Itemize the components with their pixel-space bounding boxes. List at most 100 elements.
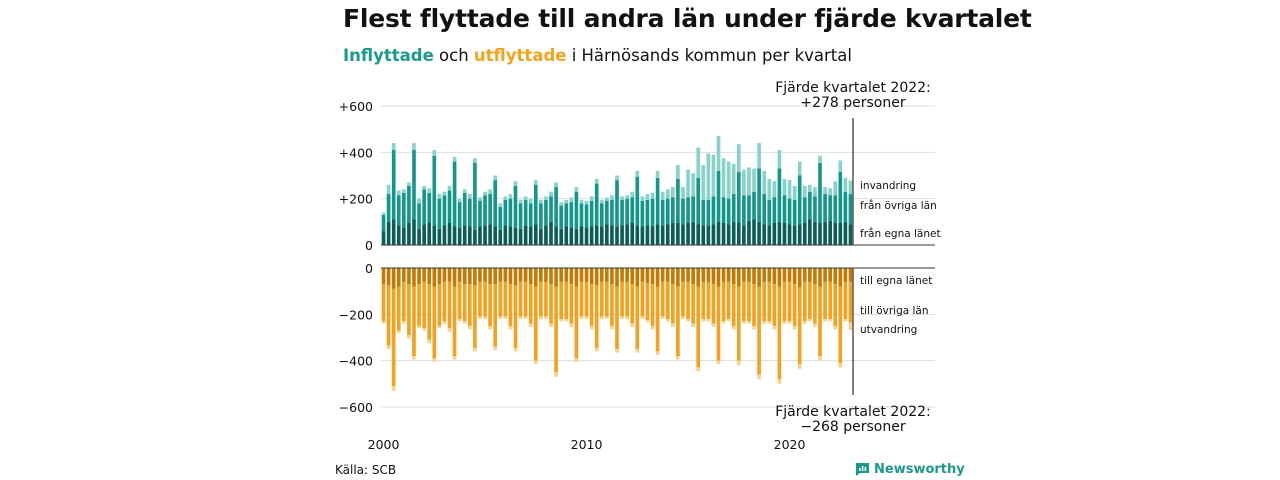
x-tick-label: 2000: [368, 437, 400, 452]
bar-invandring: [523, 196, 528, 200]
bar-fran-egna-lanet: [452, 226, 457, 245]
bar-fran-egna-lanet: [564, 226, 569, 245]
bar-till-egna-lanet: [422, 268, 426, 282]
bar-invandring: [584, 200, 589, 205]
bar-fran-ovriga-lan: [386, 194, 391, 222]
bar-invandring: [691, 173, 695, 197]
bar-fran-ovriga-lan: [630, 197, 635, 223]
bar-utvandring: [386, 345, 391, 350]
bar-till-egna-lanet: [528, 268, 533, 285]
bar-invandring: [838, 160, 843, 173]
bar-till-egna-lanet: [706, 268, 711, 282]
bar-utvandring: [579, 316, 584, 319]
bar-utvandring: [838, 362, 843, 368]
bar-till-egna-lanet: [579, 268, 584, 282]
bar-fran-egna-lanet: [767, 225, 772, 245]
bar-till-ovriga-lan: [681, 281, 685, 317]
bar-fran-ovriga-lan: [833, 195, 838, 223]
bar-invandring: [681, 187, 685, 199]
bar-utvandring: [671, 323, 675, 328]
bar-till-egna-lanet: [802, 268, 807, 282]
source-note: Källa: SCB: [335, 463, 397, 477]
bar-till-ovriga-lan: [498, 281, 503, 317]
bar-utvandring: [412, 356, 416, 360]
bar-fran-ovriga-lan: [544, 199, 548, 226]
bar-utvandring: [574, 358, 579, 362]
bar-invandring: [539, 199, 543, 204]
callout-lower-line2: −268 personer: [800, 419, 906, 435]
bar-fran-egna-lanet: [539, 228, 543, 245]
bar-invandring: [508, 194, 513, 199]
bar-till-ovriga-lan: [691, 284, 695, 324]
bar-till-ovriga-lan: [407, 284, 411, 336]
bar-utvandring: [742, 321, 746, 324]
bar-invandring: [610, 195, 614, 200]
bar-utvandring: [635, 349, 640, 353]
bar-fran-ovriga-lan: [498, 206, 503, 230]
bar-fran-ovriga-lan: [726, 198, 731, 225]
bar-till-ovriga-lan: [564, 281, 569, 319]
bar-invandring: [767, 178, 772, 200]
bar-fran-egna-lanet: [513, 227, 518, 246]
bar-fran-ovriga-lan: [564, 203, 569, 227]
bar-till-ovriga-lan: [706, 281, 711, 319]
bar-till-egna-lanet: [762, 268, 767, 282]
bar-till-egna-lanet: [823, 268, 827, 282]
bar-fran-egna-lanet: [848, 224, 853, 245]
bar-till-ovriga-lan: [828, 281, 832, 319]
bar-till-ovriga-lan: [437, 284, 442, 326]
bar-fran-egna-lanet: [747, 220, 751, 245]
bar-utvandring: [473, 347, 477, 352]
bar-fran-ovriga-lan: [422, 189, 426, 225]
bar-utvandring: [681, 316, 685, 319]
bar-till-ovriga-lan: [630, 284, 635, 324]
bar-utvandring: [767, 321, 772, 324]
bar-fran-egna-lanet: [584, 227, 589, 246]
bar-till-egna-lanet: [792, 268, 797, 285]
bar-invandring: [412, 143, 416, 151]
bar-till-egna-lanet: [544, 268, 548, 282]
bar-invandring: [493, 175, 498, 181]
bar-till-ovriga-lan: [711, 284, 716, 324]
bar-invandring: [731, 163, 736, 195]
bar-till-egna-lanet: [488, 268, 492, 285]
bar-fran-ovriga-lan: [610, 199, 614, 226]
bar-fran-egna-lanet: [635, 225, 640, 245]
bar-till-ovriga-lan: [747, 281, 751, 322]
bar-utvandring: [569, 323, 574, 328]
bar-till-ovriga-lan: [843, 281, 848, 319]
bar-till-egna-lanet: [533, 268, 538, 287]
bar-till-egna-lanet: [569, 268, 574, 285]
bar-till-ovriga-lan: [625, 281, 629, 317]
bar-till-ovriga-lan: [726, 281, 731, 319]
bar-fran-egna-lanet: [427, 222, 432, 245]
bar-till-ovriga-lan: [615, 286, 619, 350]
bar-till-ovriga-lan: [396, 286, 401, 331]
bar-invandring: [808, 184, 812, 192]
bar-fran-egna-lanet: [818, 222, 822, 245]
bar-till-ovriga-lan: [467, 284, 472, 326]
bar-fran-egna-lanet: [483, 225, 487, 245]
bar-till-egna-lanet: [386, 268, 391, 286]
bar-till-ovriga-lan: [544, 281, 548, 317]
bar-fran-egna-lanet: [676, 222, 680, 245]
bar-till-egna-lanet: [478, 268, 482, 282]
bar-fran-ovriga-lan: [381, 214, 386, 232]
bar-utvandring: [813, 323, 817, 328]
bar-fran-ovriga-lan: [802, 197, 807, 223]
outflow-bars: [381, 268, 853, 391]
bar-fran-egna-lanet: [610, 225, 614, 245]
bar-invandring: [422, 185, 426, 190]
bar-till-egna-lanet: [833, 268, 838, 285]
bar-fran-ovriga-lan: [843, 191, 848, 222]
bar-till-ovriga-lan: [762, 281, 767, 322]
bar-till-egna-lanet: [483, 268, 487, 282]
bar-till-egna-lanet: [645, 268, 650, 284]
bar-till-egna-lanet: [407, 268, 411, 285]
bar-utvandring: [792, 325, 797, 330]
bar-till-egna-lanet: [808, 268, 812, 282]
bar-till-ovriga-lan: [422, 281, 426, 329]
bar-fran-egna-lanet: [579, 226, 584, 245]
bar-till-ovriga-lan: [589, 284, 594, 326]
bar-fran-egna-lanet: [696, 224, 701, 245]
